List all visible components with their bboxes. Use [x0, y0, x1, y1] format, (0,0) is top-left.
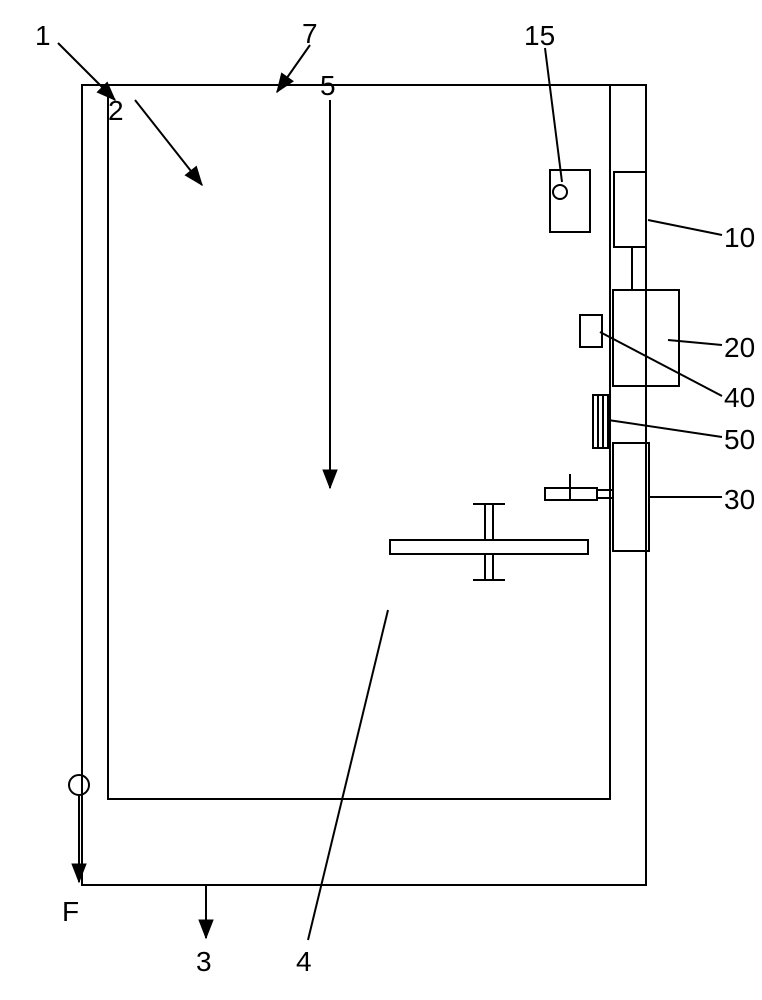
block-10 [614, 172, 646, 247]
lead-15 [545, 48, 562, 182]
arm-rotor [390, 540, 588, 554]
arrow-2 [185, 167, 202, 185]
arrow-3 [199, 920, 213, 938]
arm-50 [593, 395, 608, 448]
label-20: 20 [724, 332, 755, 364]
inner-tub [108, 85, 610, 799]
small-block-40 [580, 315, 602, 347]
label-1: 1 [35, 20, 51, 52]
sensor-15 [553, 185, 567, 199]
block-30 [613, 443, 649, 551]
lead-50 [608, 420, 722, 437]
label-15: 15 [524, 20, 555, 52]
lead-20 [668, 340, 722, 345]
label-4: 4 [296, 946, 312, 978]
label-50: 50 [724, 424, 755, 456]
diagram-canvas [0, 0, 762, 1000]
label-10: 10 [724, 222, 755, 254]
sump-recess [550, 170, 590, 232]
lead-10 [648, 220, 722, 235]
label-2: 2 [108, 95, 124, 127]
arrow-5 [323, 470, 337, 488]
label-40: 40 [724, 382, 755, 414]
label-30: 30 [724, 484, 755, 516]
outer-housing [82, 85, 646, 885]
outlet-port [69, 775, 89, 795]
label-3: 3 [196, 946, 212, 978]
lead-4 [308, 610, 388, 940]
arrow-7 [277, 73, 293, 92]
label-F: F [62, 896, 79, 928]
label-5: 5 [320, 70, 336, 102]
arrow-F [72, 864, 86, 882]
label-7: 7 [302, 18, 318, 50]
